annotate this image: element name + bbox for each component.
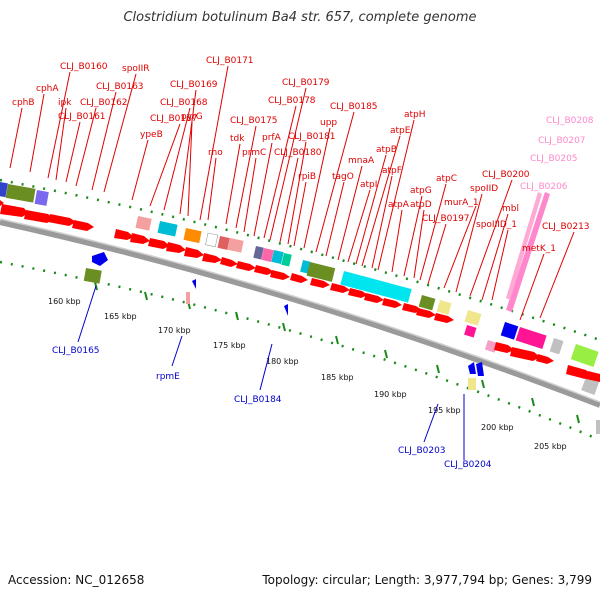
gene-label: atpC bbox=[436, 174, 457, 184]
gene-label: prfA bbox=[262, 133, 282, 143]
ruler-inner bbox=[0, 260, 600, 442]
gene-label: CLJ_B0179 bbox=[282, 78, 330, 88]
gene-label: atpH bbox=[404, 110, 426, 120]
gene-label: atpB bbox=[376, 145, 397, 155]
gene-label: CLJ_B0161 bbox=[58, 112, 106, 122]
gene-label: CLJ_B0180 bbox=[274, 148, 322, 158]
gene-label: CLJ_B0167 bbox=[150, 114, 198, 124]
gene-label-bottom: CLJ_B0165 bbox=[52, 346, 100, 356]
gene-label-bottom: CLJ_B0184 bbox=[234, 395, 282, 405]
gene-label: atpG bbox=[410, 186, 432, 196]
gene-label: CLJ_B0185 bbox=[330, 102, 378, 112]
gene-label: prmC bbox=[242, 148, 266, 158]
gene-label: murA_1 bbox=[444, 198, 479, 208]
gene-label: atpD bbox=[410, 200, 432, 210]
ruler-label-200: 200 kbp bbox=[481, 423, 514, 432]
gene-label: mbl bbox=[502, 204, 519, 214]
gene-label-pink: CLJ_B0205 bbox=[530, 154, 578, 164]
ruler-label-185: 185 kbp bbox=[321, 373, 354, 382]
pink-feature-band bbox=[506, 192, 550, 312]
ruler-label-195: 195 kbp bbox=[428, 406, 461, 415]
accession-text: Accession: NC_012658 bbox=[8, 573, 145, 587]
ruler-tick-labels: 160 kbp 165 kbp 170 kbp 175 kbp 180 kbp … bbox=[48, 297, 567, 451]
gene-label: CLJ_B0200 bbox=[482, 170, 530, 180]
gene-label: pyrG bbox=[181, 112, 203, 122]
gene-label: CLJ_B0163 bbox=[96, 82, 144, 92]
leader-lines-red bbox=[9, 65, 575, 321]
gene-label-bottom: CLJ_B0203 bbox=[398, 446, 446, 456]
gene-label: rpiB bbox=[298, 172, 316, 182]
gene-label: atpF bbox=[382, 166, 402, 176]
gene-label-bottom: CLJ_B0204 bbox=[444, 460, 492, 470]
gene-label: rho bbox=[208, 148, 223, 158]
ruler-label-160: 160 kbp bbox=[48, 297, 81, 306]
gene-labels-bottom: CLJ_B0165 rpmE CLJ_B0184 CLJ_B0203 CLJ_B… bbox=[52, 346, 492, 470]
gene-label: metK_1 bbox=[522, 244, 556, 254]
ruler-label-190: 190 kbp bbox=[374, 390, 407, 399]
ruler-ticks bbox=[94, 281, 580, 424]
gene-label: CLJ_B0168 bbox=[160, 98, 208, 108]
gene-label: spoIIR bbox=[122, 64, 149, 74]
gene-label: ypeB bbox=[140, 130, 163, 140]
gene-arrows-reverse bbox=[92, 252, 484, 376]
gene-labels-top: cphB cphA CLJ_B0160 ipk CLJ_B0161 CLJ_B0… bbox=[12, 56, 590, 254]
gene-label: CLJ_B0160 bbox=[60, 62, 108, 72]
gene-label-pink: CLJ_B0206 bbox=[520, 182, 568, 192]
ruler-label-205: 205 kbp bbox=[534, 442, 567, 451]
gene-label: CLJ_B0213 bbox=[542, 222, 590, 232]
ruler-label-175: 175 kbp bbox=[213, 341, 246, 350]
gene-label: CLJ_B0171 bbox=[206, 56, 254, 66]
feature-blocks-outer bbox=[0, 182, 600, 395]
gene-label-pink: CLJ_B0208 bbox=[546, 116, 594, 126]
gene-label: CLJ_B0197 bbox=[422, 214, 470, 224]
gene-label: upp bbox=[320, 118, 337, 128]
gene-label: atpE bbox=[390, 126, 411, 136]
gene-label: CLJ_B0162 bbox=[80, 98, 128, 108]
map-title: Clostridium botulinum Ba4 str. 657, comp… bbox=[123, 10, 477, 25]
gene-label-bottom: rpmE bbox=[156, 372, 180, 382]
gene-label: spoIIID_1 bbox=[476, 220, 517, 230]
ruler-label-165: 165 kbp bbox=[104, 312, 137, 321]
gene-label-pink: CLJ_B0207 bbox=[538, 136, 586, 146]
ruler-label-170: 170 kbp bbox=[158, 326, 191, 335]
gene-label: cphA bbox=[36, 84, 59, 94]
small-blocks-inner bbox=[83, 268, 600, 434]
gene-label: spoIID bbox=[470, 184, 498, 194]
gene-label: CLJ_B0181 bbox=[288, 132, 336, 142]
gene-labels-pink: CLJ_B0208 CLJ_B0207 CLJ_B0205 CLJ_B0206 bbox=[520, 116, 594, 192]
gene-label: cphB bbox=[12, 98, 35, 108]
genome-backbone bbox=[0, 218, 600, 408]
gene-label: CLJ_B0175 bbox=[230, 116, 278, 126]
gene-label: ipk bbox=[58, 98, 72, 108]
gene-label: CLJ_B0178 bbox=[268, 96, 316, 106]
gene-label: CLJ_B0169 bbox=[170, 80, 218, 90]
gene-label: atpA bbox=[388, 200, 410, 210]
gene-label: mnaA bbox=[348, 156, 375, 166]
leader-lines-blue bbox=[77, 285, 465, 460]
topology-text: Topology: circular; Length: 3,977,794 bp… bbox=[262, 573, 592, 587]
gene-arrows-forward bbox=[0, 200, 600, 382]
ruler-label-180: 180 kbp bbox=[266, 357, 299, 366]
gene-label: atpI bbox=[360, 180, 377, 190]
gene-label: tdk bbox=[230, 134, 245, 144]
gene-label: tagO bbox=[332, 172, 354, 182]
